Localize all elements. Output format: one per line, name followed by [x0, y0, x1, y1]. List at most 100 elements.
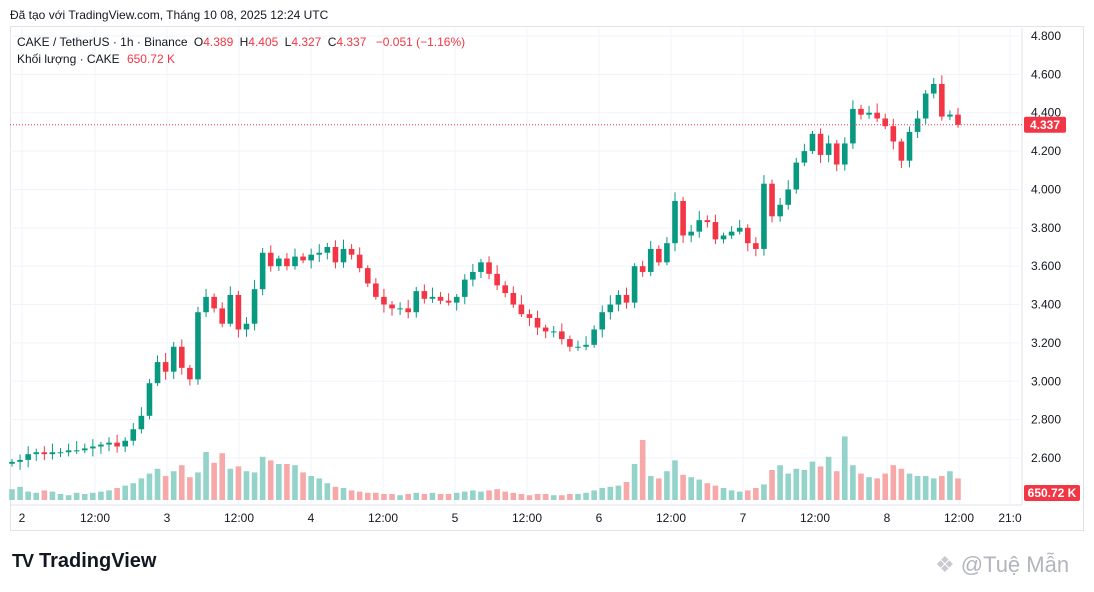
candle-body — [833, 143, 840, 165]
legend-symbol[interactable]: CAKE / TetherUS · 1h · Binance — [17, 35, 188, 49]
x-tick-label: 4 — [308, 511, 315, 525]
volume-bar — [429, 492, 436, 500]
candle-body — [227, 294, 234, 324]
volume-bar — [607, 486, 614, 500]
volume-bar — [478, 491, 484, 500]
candle-body — [939, 83, 945, 117]
candle-body — [486, 262, 492, 274]
watermark: ❖ @Tuệ Mẫn — [935, 552, 1069, 578]
volume-bar — [114, 488, 120, 500]
volume-bar — [397, 495, 403, 500]
candle-body — [259, 252, 266, 290]
y-tick-label: 2.800 — [1031, 413, 1061, 427]
candle-body — [211, 296, 217, 309]
volume-bar — [300, 472, 306, 500]
x-tick-label: 21:0 — [998, 511, 1022, 525]
volume-bar — [332, 486, 339, 500]
volume-bar — [801, 470, 808, 500]
candle-body — [364, 268, 371, 284]
volume-bar — [939, 476, 945, 500]
candle-body — [203, 296, 209, 313]
last-price-label: 4.337 — [1030, 118, 1060, 132]
candle-body — [187, 367, 193, 380]
legend-change: −0.051 (−1.16%) — [375, 35, 466, 49]
candle-body — [106, 442, 112, 445]
volume-bar — [825, 456, 832, 500]
candle-body — [850, 108, 856, 144]
watermark-text: @Tuệ Mẫn — [960, 552, 1070, 577]
volume-bar — [267, 460, 274, 500]
candle-body — [81, 448, 88, 451]
volume-bar — [761, 484, 767, 500]
candle-body — [914, 118, 921, 132]
volume-bar — [914, 476, 921, 500]
volume-bar — [381, 494, 387, 500]
candle-body — [276, 258, 282, 267]
volume-bar — [284, 464, 290, 500]
candle-body — [736, 227, 743, 232]
volume-bar — [259, 456, 266, 500]
volume-bar — [720, 488, 727, 500]
candle-body — [567, 339, 573, 347]
legend-volume-label[interactable]: Khối lượng · CAKE — [17, 52, 120, 66]
y-tick-label: 4.600 — [1031, 67, 1061, 81]
candle-body — [348, 248, 355, 255]
volume-bar — [470, 490, 476, 500]
volume-bar — [591, 490, 597, 500]
volume-bar — [235, 466, 242, 500]
volume-bar — [73, 492, 80, 500]
x-tick-label: 12:00 — [224, 511, 254, 525]
x-tick-label: 7 — [740, 511, 747, 525]
volume-bar — [203, 452, 209, 500]
x-tick-label: 2 — [19, 511, 26, 525]
y-tick-label: 3.200 — [1031, 336, 1061, 350]
candle-body — [858, 108, 864, 115]
tradingview-brand[interactable]: TV TradingView — [12, 550, 156, 573]
legend-row-price: CAKE / TetherUS · 1h · Binance O4.389 H4… — [17, 34, 465, 51]
volume-bar — [866, 477, 872, 500]
volume-bar — [817, 466, 824, 500]
volume-bar — [251, 472, 258, 500]
candle-body — [761, 183, 767, 249]
volume-bar — [162, 476, 169, 500]
volume-bar — [41, 490, 48, 500]
candle-body — [316, 252, 323, 255]
y-tick-label: 4.800 — [1031, 29, 1061, 43]
candle-body — [41, 452, 48, 455]
volume-bar — [502, 491, 509, 500]
candle-body — [98, 444, 104, 447]
volume-bar — [494, 489, 500, 500]
x-tick-label: 6 — [596, 511, 603, 525]
candle-body — [195, 312, 201, 380]
candle-body — [777, 204, 783, 217]
candle-body — [793, 162, 800, 190]
volume-bar — [631, 464, 638, 500]
candle-body — [162, 362, 169, 372]
volume-bar — [599, 488, 606, 500]
candle-body — [219, 308, 226, 324]
candle-body — [656, 248, 662, 263]
candle-body — [478, 262, 484, 272]
candle-body — [154, 362, 161, 384]
volume-bar — [195, 472, 201, 500]
candle-body — [397, 308, 403, 310]
candle-body — [930, 83, 937, 94]
legend-open-label: O — [193, 35, 204, 49]
volume-bar — [146, 473, 153, 500]
candle-body — [235, 294, 242, 330]
volume-bar — [882, 473, 889, 500]
candle-body — [542, 327, 549, 332]
candle-body — [178, 346, 185, 368]
candle-body — [413, 291, 420, 313]
candle-body — [631, 266, 638, 303]
volume-bar — [809, 461, 816, 500]
volume-bar — [154, 468, 161, 500]
legend-close-value: 4.337 — [336, 35, 367, 49]
candle-body — [575, 346, 581, 348]
y-tick-label: 3.000 — [1031, 374, 1061, 388]
candle-body — [906, 131, 913, 161]
volume-bar — [243, 471, 250, 500]
candle-body — [445, 300, 452, 303]
volume-bar — [542, 494, 549, 500]
